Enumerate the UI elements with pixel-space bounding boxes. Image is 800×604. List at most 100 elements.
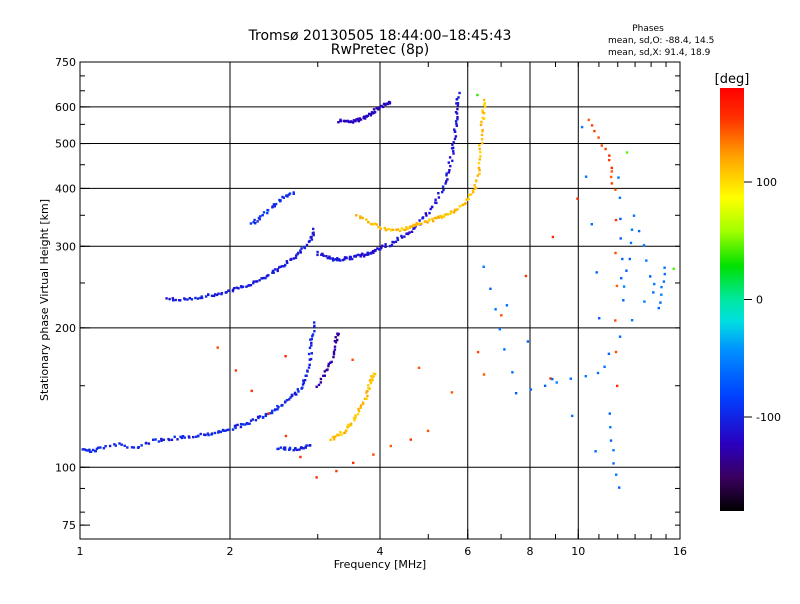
data-point-s0: [154, 438, 157, 441]
data-point-s2: [389, 244, 392, 248]
data-point-s4: [288, 192, 292, 195]
data-point-s0: [204, 433, 207, 437]
data-point-s1: [294, 256, 298, 259]
data-point-s5: [292, 449, 295, 452]
data-point-s1: [271, 269, 275, 273]
data-point-s1: [312, 233, 315, 237]
data-point-s8: [333, 345, 337, 348]
data-point-s2: [445, 180, 448, 183]
data-point-s2: [435, 201, 438, 205]
data-point-s1: [295, 254, 298, 257]
data-point-s1: [261, 277, 264, 280]
data-point-s7: [378, 226, 381, 229]
data-point-s0: [83, 448, 86, 451]
data-point-s9: [284, 355, 287, 358]
data-point-s9: [216, 346, 219, 349]
data-point-s9: [549, 377, 552, 380]
data-point-s3: [384, 103, 387, 106]
data-point-s2: [457, 96, 460, 99]
data-point-s0: [207, 433, 210, 437]
data-point-s10: [551, 377, 554, 381]
data-point-s6: [329, 438, 332, 442]
data-point-s2: [316, 250, 319, 254]
data-point-s10: [657, 306, 660, 310]
data-point-s9: [524, 274, 528, 278]
data-point-s0: [192, 435, 195, 439]
data-point-s0: [217, 430, 220, 433]
data-point-s2: [451, 159, 454, 162]
data-point-s9: [610, 170, 613, 173]
data-point-s10: [571, 414, 574, 418]
data-point-s7: [454, 209, 457, 212]
colorbar-tick-label-1: 0: [756, 294, 763, 307]
data-point-s10: [612, 462, 615, 465]
data-point-s2: [455, 112, 459, 115]
data-point-s10: [645, 259, 648, 262]
data-point-s0: [248, 422, 251, 425]
data-point-s0: [273, 408, 277, 412]
data-point-s10: [526, 340, 530, 343]
data-point-s3: [352, 119, 356, 122]
data-point-s10: [482, 265, 485, 268]
data-point-s2: [456, 116, 459, 119]
data-point-s0: [95, 447, 99, 450]
data-point-s0: [120, 443, 123, 446]
data-point-s7: [413, 224, 417, 227]
data-point-s7: [433, 216, 437, 220]
data-point-s0: [234, 426, 237, 430]
phases-x: mean, sd,X: 91.4, 18.9: [608, 48, 711, 58]
data-point-s1: [278, 266, 281, 269]
data-point-s3: [363, 117, 367, 120]
data-point-s6: [359, 404, 363, 407]
data-point-s10: [660, 293, 663, 296]
data-point-s0: [304, 374, 307, 377]
data-point-s7: [373, 222, 377, 225]
data-point-s1: [249, 284, 253, 287]
data-point-s6: [349, 422, 353, 425]
data-point-s3: [355, 118, 358, 121]
data-point-s0: [199, 432, 202, 436]
data-point-s7: [476, 174, 479, 177]
data-point-s6: [373, 372, 376, 376]
data-point-s9: [614, 251, 617, 255]
data-point-s2: [446, 178, 449, 181]
data-point-s0: [293, 391, 297, 395]
data-point-s10: [609, 426, 612, 429]
data-point-s1: [303, 246, 306, 249]
data-point-s0: [102, 447, 106, 450]
data-point-s9: [450, 391, 454, 394]
data-point-s2: [331, 257, 334, 260]
data-point-s8: [333, 348, 337, 351]
data-point-s2: [335, 258, 339, 262]
data-point-s7: [437, 216, 441, 219]
data-point-s2: [349, 255, 352, 259]
data-point-s10: [607, 352, 611, 355]
data-point-s7: [472, 191, 475, 194]
data-point-s7: [478, 172, 481, 175]
data-point-s3: [357, 120, 361, 123]
data-point-s5: [296, 448, 299, 452]
data-point-s2: [442, 188, 445, 192]
data-point-s6: [352, 417, 356, 420]
data-point-s0: [113, 443, 116, 446]
data-point-s7: [477, 166, 481, 170]
data-point-s1: [255, 280, 259, 283]
data-point-s8: [337, 332, 340, 336]
data-point-s6: [331, 435, 335, 439]
data-point-s2: [430, 205, 434, 209]
data-point-s7: [473, 184, 476, 187]
data-point-s9: [610, 182, 614, 185]
data-point-s1: [212, 294, 216, 298]
data-point-s9: [389, 444, 392, 448]
data-point-s4: [262, 211, 266, 214]
data-point-s7: [449, 210, 453, 213]
data-point-s2: [410, 230, 414, 233]
data-point-s1: [271, 271, 274, 274]
data-point-s7: [396, 228, 399, 231]
data-point-s1: [179, 299, 182, 302]
grid: [80, 62, 680, 539]
data-point-s2: [400, 236, 404, 239]
data-point-s6: [337, 433, 340, 437]
data-point-s1: [231, 288, 235, 291]
data-point-s10: [529, 388, 533, 391]
